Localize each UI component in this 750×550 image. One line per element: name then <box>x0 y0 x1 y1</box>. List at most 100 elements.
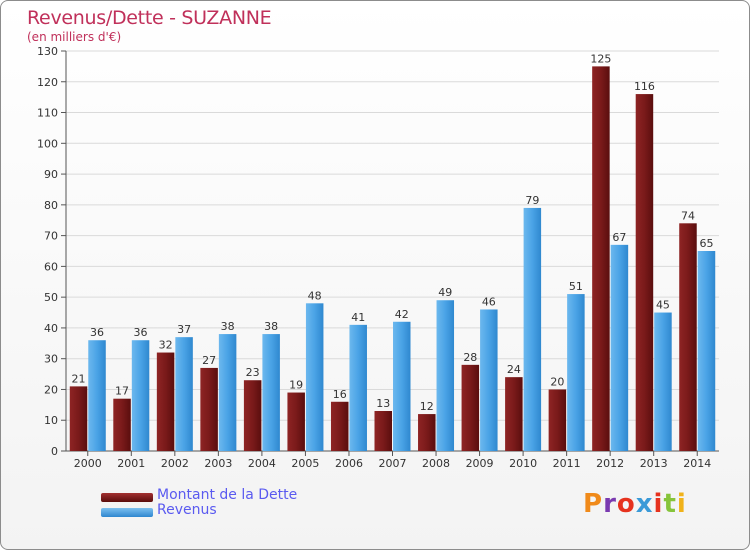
y-tick-label: 130 <box>37 45 58 58</box>
y-tick-label: 120 <box>37 76 58 89</box>
bar-dette <box>548 389 567 451</box>
bar-dette <box>374 411 392 451</box>
x-tick-label: 2000 <box>74 457 102 470</box>
x-tick-label: 2013 <box>640 457 668 470</box>
bar-revenus <box>480 309 498 451</box>
data-label-revenus: 38 <box>264 320 278 333</box>
data-label-revenus: 48 <box>308 289 322 302</box>
y-tick-label: 110 <box>37 107 58 120</box>
x-tick-label: 2003 <box>204 457 232 470</box>
bar-revenus <box>654 312 672 451</box>
logo-letter: i <box>676 489 687 519</box>
legend-swatch-revenus <box>101 508 153 517</box>
y-tick-label: 80 <box>44 199 58 212</box>
bar-revenus <box>610 244 629 451</box>
bar-revenus <box>175 337 193 451</box>
data-label-dette: 21 <box>72 372 86 385</box>
bar-dette <box>635 94 654 452</box>
bar-dette <box>243 380 262 451</box>
bar-dette <box>418 414 436 451</box>
y-tick-label: 100 <box>37 137 58 150</box>
data-label-revenus: 49 <box>438 286 452 299</box>
y-tick-label: 20 <box>44 383 58 396</box>
y-tick-label: 70 <box>44 230 58 243</box>
x-tick-label: 2009 <box>466 457 494 470</box>
bar-revenus <box>305 303 324 451</box>
data-label-revenus: 42 <box>395 308 409 321</box>
data-label-revenus: 45 <box>656 299 670 312</box>
bar-dette <box>113 398 131 451</box>
bar-dette <box>679 223 697 451</box>
data-label-revenus: 41 <box>351 311 365 324</box>
bar-revenus <box>218 334 237 451</box>
x-tick-label: 2010 <box>509 457 537 470</box>
bar-revenus <box>523 207 542 451</box>
data-label-dette: 125 <box>590 52 611 65</box>
data-label-dette: 23 <box>246 366 260 379</box>
data-label-dette: 20 <box>550 375 564 388</box>
x-tick-label: 2014 <box>683 457 711 470</box>
x-tick-label: 2002 <box>161 457 189 470</box>
data-label-revenus: 36 <box>90 326 104 339</box>
data-label-dette: 24 <box>507 363 521 376</box>
y-tick-label: 40 <box>44 322 58 335</box>
data-label-revenus: 37 <box>177 323 191 336</box>
x-tick-label: 2006 <box>335 457 363 470</box>
data-label-revenus: 36 <box>134 326 148 339</box>
legend-label-dette: Montant de la Dette <box>157 487 298 503</box>
bar-revenus <box>88 340 106 451</box>
data-label-dette: 27 <box>202 354 216 367</box>
data-label-dette: 13 <box>376 397 390 410</box>
y-tick-label: 60 <box>44 260 58 273</box>
x-tick-label: 2008 <box>422 457 450 470</box>
data-label-revenus: 67 <box>612 231 626 244</box>
x-tick-label: 2004 <box>248 457 276 470</box>
data-label-revenus: 46 <box>482 295 496 308</box>
data-label-dette: 28 <box>463 351 477 364</box>
bar-dette <box>330 401 349 451</box>
chart-subtitle: (en milliers d'€) <box>27 30 122 44</box>
data-label-revenus: 79 <box>525 194 539 207</box>
x-tick-label: 2011 <box>553 457 581 470</box>
y-tick-label: 90 <box>44 168 58 181</box>
data-label-revenus: 51 <box>569 280 583 293</box>
x-tick-label: 2012 <box>596 457 624 470</box>
logo-letter: o <box>616 489 636 519</box>
data-label-dette: 17 <box>115 385 129 398</box>
bar-dette <box>200 367 218 451</box>
bar-revenus <box>697 251 716 451</box>
logo-letter: P <box>583 489 604 519</box>
proxiti-logo: Proxiti <box>583 489 687 519</box>
data-label-dette: 12 <box>420 400 434 413</box>
logo-letter: i <box>653 489 664 519</box>
bar-dette <box>156 352 175 451</box>
x-tick-label: 2001 <box>117 457 145 470</box>
bar-revenus <box>131 340 150 451</box>
y-tick-label: 50 <box>44 291 58 304</box>
legend-label-revenus: Revenus <box>157 502 217 518</box>
y-tick-label: 10 <box>44 414 58 427</box>
data-label-dette: 32 <box>159 339 173 352</box>
bar-dette <box>461 364 480 451</box>
x-tick-label: 2005 <box>291 457 319 470</box>
x-tick-label: 2007 <box>379 457 407 470</box>
bar-revenus <box>436 300 455 451</box>
bar-dette <box>592 66 610 451</box>
data-label-dette: 19 <box>289 379 303 392</box>
chart-title: Revenus/Dette - SUZANNE <box>27 7 272 29</box>
bar-dette <box>505 377 523 451</box>
bar-revenus <box>393 321 411 451</box>
bar-revenus <box>262 334 280 451</box>
data-label-dette: 74 <box>681 209 695 222</box>
data-label-revenus: 38 <box>221 320 235 333</box>
legend-swatch-dette <box>101 493 153 502</box>
y-tick-label: 30 <box>44 353 58 366</box>
bar-dette <box>287 392 305 451</box>
data-label-dette: 116 <box>634 80 655 93</box>
data-label-dette: 16 <box>333 388 347 401</box>
bar-revenus <box>349 324 367 451</box>
data-label-revenus: 65 <box>699 237 713 250</box>
bar-revenus <box>567 294 585 451</box>
